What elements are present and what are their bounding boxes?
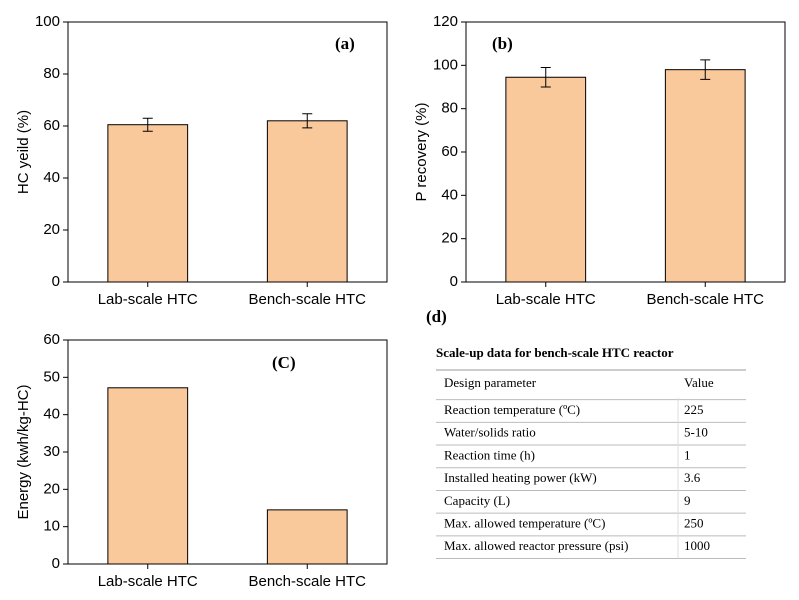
y-tick-label: 40 [441,186,458,203]
y-tick-label: 80 [441,100,458,117]
y-tick-label: 30 [43,443,60,460]
table-cell: Reaction time (h) [444,447,535,462]
y-tick-label: 20 [441,230,458,247]
table-cell: Capacity (L) [444,493,510,508]
y-tick-label: 60 [441,143,458,160]
x-tick-label: Lab-scale HTC [496,291,596,308]
error-bar [540,67,551,88]
table-title: Scale-up data for bench-scale HTC reacto… [436,345,674,360]
table-cell: 250 [684,515,704,530]
table-cell: Water/solids ratio [444,425,536,440]
y-tick-label: 20 [43,221,60,238]
table-header: Value [684,375,714,390]
bar [107,387,189,565]
error-bar [142,117,153,132]
x-tick-label: Bench-scale HTC [248,291,366,308]
table-cell: 9 [684,493,691,508]
y-axis-label: Energy (kwh/kg-HC) [15,384,32,519]
plot-frame [465,21,786,283]
y-tick-label: 40 [43,169,60,186]
table-cell: 3.6 [684,470,701,485]
bar [664,69,746,283]
plot-frame [67,21,388,283]
table-cell: 1000 [684,538,710,553]
y-tick-label: 100 [433,56,458,73]
bar [266,509,348,565]
y-axis-label: HC yeild (%) [15,110,32,194]
panel-label: (a) [335,34,355,53]
table-cell: 225 [684,402,704,417]
y-tick-label: 40 [43,406,60,423]
bar [505,76,587,283]
table-cell: Max. allowed temperature (ºC) [444,515,605,530]
x-tick-label: Lab-scale HTC [98,573,198,590]
y-tick-label: 120 [433,13,458,30]
y-tick-label: 80 [43,65,60,82]
table-cell: 1 [684,447,691,462]
y-axis-label: P recovery (%) [413,103,430,202]
table-cell: Max. allowed reactor pressure (psi) [444,538,628,553]
x-tick-label: Bench-scale HTC [248,573,366,590]
y-tick-label: 0 [52,555,60,572]
error-bar [302,113,313,129]
y-tick-label: 0 [450,273,458,290]
table-cell: Installed heating power (kW) [444,470,597,485]
y-tick-label: 60 [43,117,60,134]
y-tick-label: 100 [35,13,60,30]
panel-label: (b) [492,34,513,53]
y-tick-label: 0 [52,273,60,290]
table-cell: Reaction temperature (ºC) [444,402,580,417]
table-cell: 5-10 [684,425,708,440]
error-bar [700,59,711,80]
bar [107,124,189,283]
x-tick-label: Lab-scale HTC [98,291,198,308]
bar [266,120,348,283]
y-tick-label: 60 [43,331,60,348]
y-tick-label: 50 [43,368,60,385]
y-tick-label: 10 [43,518,60,535]
x-tick-label: Bench-scale HTC [646,291,764,308]
panel-label: (C) [272,353,296,372]
plot-frame [67,339,388,565]
y-tick-label: 20 [43,480,60,497]
table-header: Design parameter [444,375,537,390]
panel-label: (d) [426,307,447,326]
